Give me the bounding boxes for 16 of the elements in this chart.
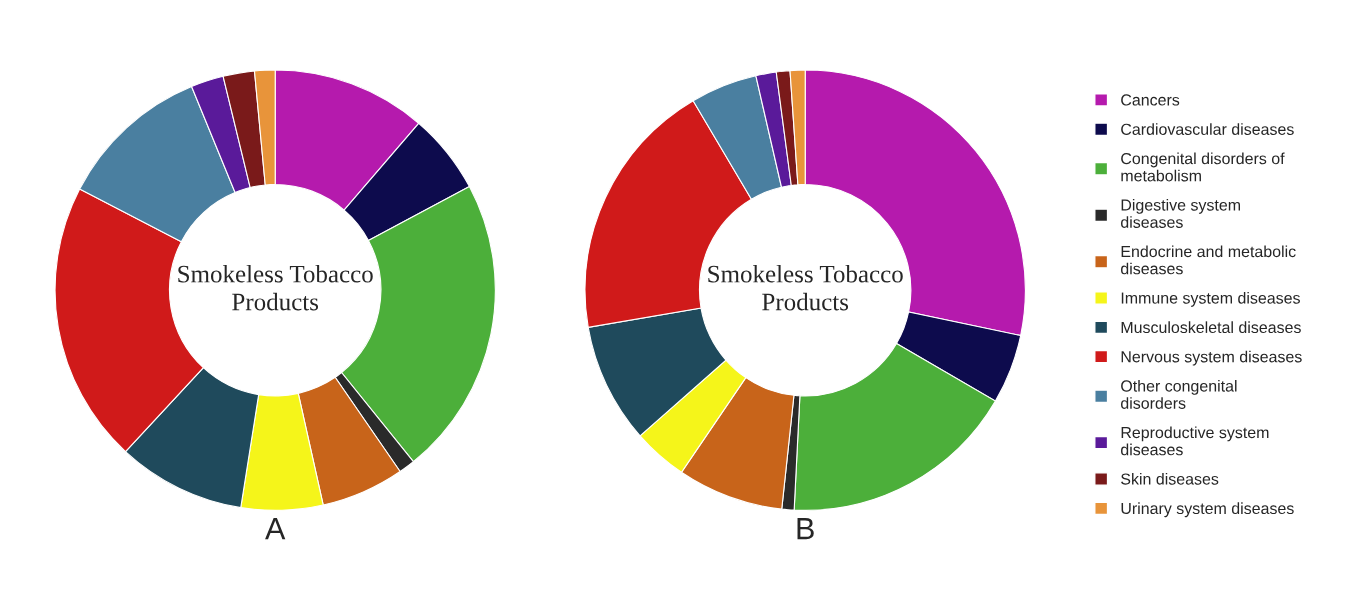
legend-label: Urinary system diseases	[1121, 502, 1294, 518]
text: Smokeless Tobacco Products	[708, 264, 903, 311]
legend-label: Cardiovascular diseases	[1121, 123, 1294, 135]
text: Smokeless Tobacco Products	[178, 264, 373, 311]
legend-label: Musculoskeletal diseases	[1121, 321, 1301, 334]
legend-label: Digestive system diseases	[1121, 198, 1240, 228]
legend-label: Nervous system diseases	[1121, 350, 1302, 366]
legend-label: Endocrine and metabolic diseases	[1121, 245, 1296, 275]
legend-label: Congenital disorders of metabolism	[1121, 152, 1285, 182]
legend-label: Skin diseases	[1121, 472, 1219, 485]
text: A	[265, 518, 286, 540]
text: B	[797, 518, 814, 540]
legend-label: Other congenital disorders	[1121, 379, 1237, 409]
legend-label: Cancers	[1121, 94, 1180, 106]
legend-label: Reproductive system diseases	[1121, 426, 1269, 456]
legend-label: Immune system diseases	[1121, 291, 1300, 307]
